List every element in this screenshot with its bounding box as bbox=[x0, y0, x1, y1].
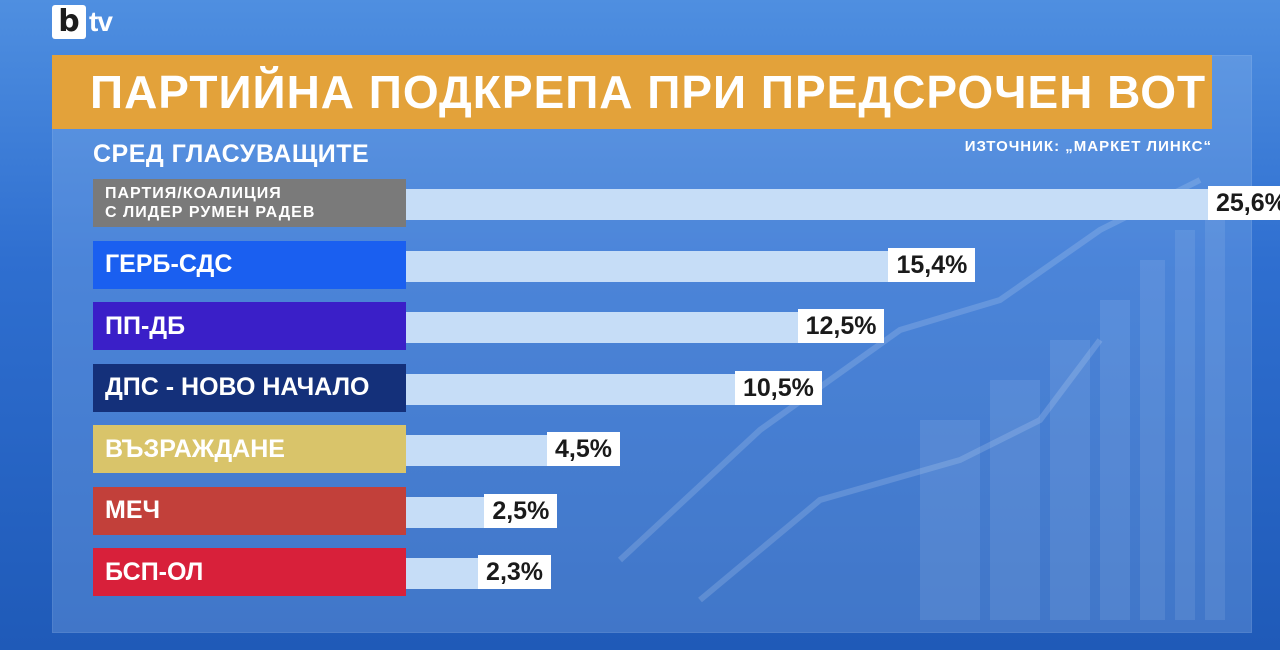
logo-mark: b bbox=[52, 5, 86, 39]
chart-title: ПАРТИЙНА ПОДКРЕПА ПРИ ПРЕДСРОЧЕН ВОТ bbox=[90, 66, 1207, 118]
bar bbox=[406, 435, 547, 466]
data-label: 2,3% bbox=[478, 555, 552, 589]
category-label: ДПС - НОВО НАЧАЛО bbox=[93, 363, 406, 412]
category-label-line: С ЛИДЕР РУМЕН РАДЕВ bbox=[105, 204, 316, 221]
btv-logo: b tv bbox=[52, 4, 113, 40]
bar bbox=[406, 250, 889, 282]
category-label-line: ВЪЗРАЖДАНЕ bbox=[105, 434, 285, 463]
category-label: ГЕРБ-СДС bbox=[93, 240, 406, 289]
category-label: МЕЧ bbox=[93, 486, 406, 535]
bar bbox=[406, 312, 798, 343]
data-label: 25,6% bbox=[1208, 186, 1280, 220]
source-note: ИЗТОЧНИК: „МАРКЕТ ЛИНКС“ bbox=[964, 138, 1212, 155]
category-label-line: ДПС - НОВО НАЧАЛО bbox=[105, 373, 370, 401]
chart-subtitle: СРЕД ГЛАСУВАЩИТЕ bbox=[93, 140, 370, 168]
bar bbox=[406, 373, 735, 405]
category-label-line: ПАРТИЯ/КОАЛИЦИЯ bbox=[105, 185, 282, 202]
category-label-line: МЕЧ bbox=[105, 496, 161, 524]
bar bbox=[406, 496, 485, 528]
category-label-line: ГЕРБ-СДС bbox=[105, 250, 233, 278]
data-label: 12,5% bbox=[797, 309, 885, 343]
category-label: ПАРТИЯ/КОАЛИЦИЯ С ЛИДЕР РУМЕН РАДЕВ bbox=[93, 179, 406, 227]
title-bar: ПАРТИЙНА ПОДКРЕПА ПРИ ПРЕДСРОЧЕН ВОТ bbox=[52, 55, 1212, 129]
data-label: 2,5% bbox=[484, 493, 558, 528]
data-label: 10,5% bbox=[734, 370, 822, 405]
category-label-line: ПП-ДБ bbox=[105, 311, 186, 340]
bar bbox=[406, 558, 479, 589]
bar bbox=[406, 189, 1208, 220]
category-label-line: БСП-ОЛ bbox=[105, 557, 204, 586]
category-label: БСП-ОЛ bbox=[93, 548, 406, 596]
category-label: ПП-ДБ bbox=[93, 302, 406, 350]
data-label: 4,5% bbox=[546, 432, 620, 466]
logo-text: tv bbox=[89, 6, 113, 37]
category-label: ВЪЗРАЖДАНЕ bbox=[93, 425, 406, 473]
data-label: 15,4% bbox=[888, 247, 976, 282]
